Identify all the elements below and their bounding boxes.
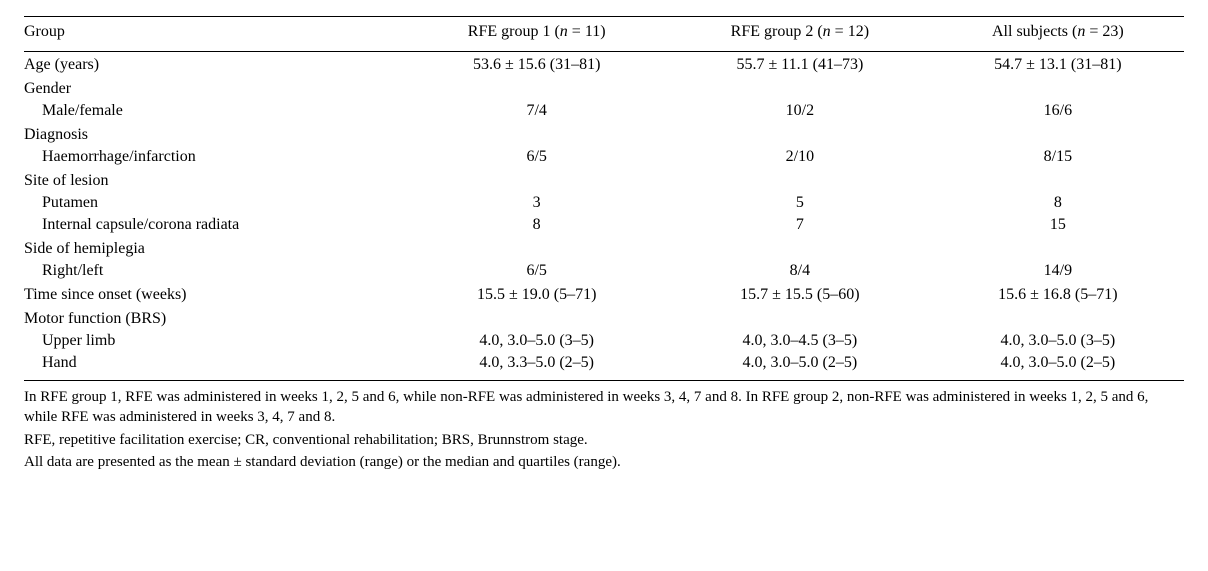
cell-internal-all: 15 [932,214,1184,236]
cell-hand-g1: 4.0, 3.3–5.0 (2–5) [405,352,668,381]
cell-age-all: 54.7 ± 13.1 (31–81) [932,52,1184,77]
table-header-row: Group RFE group 1 (n = 11) RFE group 2 (… [24,17,1184,52]
cell-time-g2: 15.7 ± 15.5 (5–60) [668,282,932,306]
row-label-site-putamen: Putamen [24,192,405,214]
row-label-site-internal: Internal capsule/corona radiata [24,214,405,236]
table-row: Male/female 7/4 10/2 16/6 [24,100,1184,122]
row-head-diagnosis: Diagnosis [24,122,405,146]
cell-side-g2: 8/4 [668,260,932,282]
cell-gender-g2: 10/2 [668,100,932,122]
row-label-time: Time since onset (weeks) [24,282,405,306]
table-row: Motor function (BRS) [24,306,1184,330]
table-row: Internal capsule/corona radiata 8 7 15 [24,214,1184,236]
footnote-line-2: RFE, repetitive facilitation exercise; C… [24,430,1184,450]
cell-side-all: 14/9 [932,260,1184,282]
cell-age-g2: 55.7 ± 11.1 (41–73) [668,52,932,77]
data-table: Group RFE group 1 (n = 11) RFE group 2 (… [24,16,1184,381]
table-row: Hand 4.0, 3.3–5.0 (2–5) 4.0, 3.0–5.0 (2–… [24,352,1184,381]
col-header-all: All subjects (n = 23) [932,17,1184,52]
row-head-gender: Gender [24,76,405,100]
cell-upper-all: 4.0, 3.0–5.0 (3–5) [932,330,1184,352]
row-label-gender-mf: Male/female [24,100,405,122]
cell-internal-g2: 7 [668,214,932,236]
table-row: Diagnosis [24,122,1184,146]
table-row: Haemorrhage/infarction 6/5 2/10 8/15 [24,146,1184,168]
demographics-table: Group RFE group 1 (n = 11) RFE group 2 (… [24,16,1184,472]
cell-diagnosis-g1: 6/5 [405,146,668,168]
col-header-group: Group [24,17,405,52]
row-label-motor-upper: Upper limb [24,330,405,352]
cell-diagnosis-g2: 2/10 [668,146,932,168]
cell-upper-g1: 4.0, 3.0–5.0 (3–5) [405,330,668,352]
table-row: Gender [24,76,1184,100]
table-row: Right/left 6/5 8/4 14/9 [24,260,1184,282]
row-label-diagnosis: Haemorrhage/infarction [24,146,405,168]
table-row: Age (years) 53.6 ± 15.6 (31–81) 55.7 ± 1… [24,52,1184,77]
cell-diagnosis-all: 8/15 [932,146,1184,168]
table-row: Site of lesion [24,168,1184,192]
footnote-line-3: All data are presented as the mean ± sta… [24,452,1184,472]
row-label-motor-hand: Hand [24,352,405,381]
table-row: Time since onset (weeks) 15.5 ± 19.0 (5–… [24,282,1184,306]
footnote-line-1: In RFE group 1, RFE was administered in … [24,387,1184,428]
cell-putamen-all: 8 [932,192,1184,214]
cell-age-g1: 53.6 ± 15.6 (31–81) [405,52,668,77]
cell-internal-g1: 8 [405,214,668,236]
table-row: Putamen 3 5 8 [24,192,1184,214]
row-label-side: Right/left [24,260,405,282]
table-row: Side of hemiplegia [24,236,1184,260]
table-row: Upper limb 4.0, 3.0–5.0 (3–5) 4.0, 3.0–4… [24,330,1184,352]
cell-upper-g2: 4.0, 3.0–4.5 (3–5) [668,330,932,352]
cell-gender-all: 16/6 [932,100,1184,122]
cell-gender-g1: 7/4 [405,100,668,122]
row-head-site: Site of lesion [24,168,405,192]
row-label-age: Age (years) [24,52,405,77]
cell-putamen-g1: 3 [405,192,668,214]
cell-hand-g2: 4.0, 3.0–5.0 (2–5) [668,352,932,381]
cell-time-g1: 15.5 ± 19.0 (5–71) [405,282,668,306]
cell-time-all: 15.6 ± 16.8 (5–71) [932,282,1184,306]
row-head-motor: Motor function (BRS) [24,306,405,330]
cell-putamen-g2: 5 [668,192,932,214]
col-header-g2: RFE group 2 (n = 12) [668,17,932,52]
row-head-side: Side of hemiplegia [24,236,405,260]
cell-hand-all: 4.0, 3.0–5.0 (2–5) [932,352,1184,381]
table-footnotes: In RFE group 1, RFE was administered in … [24,387,1184,472]
cell-side-g1: 6/5 [405,260,668,282]
col-header-g1: RFE group 1 (n = 11) [405,17,668,52]
